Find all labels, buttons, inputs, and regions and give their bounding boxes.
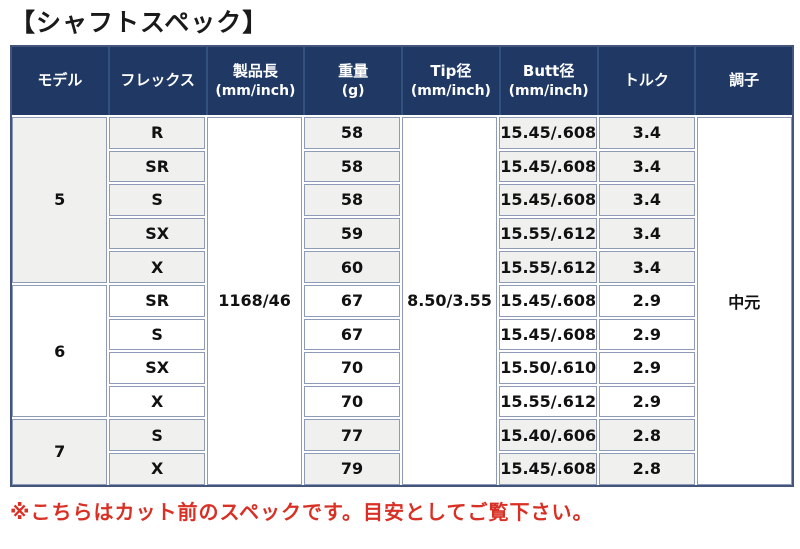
torque-cell: 2.8 [599,452,695,485]
page: 【シャフトスペック】 モデル フレックス 製品長 (mm/inch) 重量 (g… [10,8,794,524]
weight-cell: 59 [304,217,400,250]
weight-cell: 58 [304,150,400,183]
torque-cell: 3.4 [599,184,695,216]
butt-diameter-cell: 15.45/.608 [499,452,598,485]
header-length: 製品長 (mm/inch) [207,47,304,115]
butt-diameter-cell: 15.50/.610 [499,352,598,384]
butt-diameter-cell: 15.40/.606 [499,419,598,451]
torque-cell: 2.8 [599,419,695,451]
butt-diameter-cell: 15.55/.612 [499,217,598,250]
flex-cell: SX [109,217,205,250]
table-body: 5 6 7 1168/46 8.50/3.55 中元 R SR S SX X S… [12,117,792,485]
header-flex-label: フレックス [120,71,195,90]
weight-cell: 70 [304,385,400,418]
flex-cell: S [109,184,205,216]
header-weight-label: 重量 [338,62,369,81]
flex-cell: X [109,251,205,283]
torque-cell: 2.9 [599,385,695,418]
page-title: 【シャフトスペック】 [10,8,269,37]
butt-diameter-cell: 15.45/.608 [499,318,598,351]
weight-cell: 58 [304,184,400,216]
header-kick-label: 調子 [729,71,760,90]
model-cell: 7 [12,419,108,485]
flex-cell: S [109,419,205,451]
weight-cell: 79 [304,452,400,485]
table-header-row: モデル フレックス 製品長 (mm/inch) 重量 (g) Tip径 (mm/… [12,47,792,115]
header-butt-diameter: Butt径 (mm/inch) [500,47,597,115]
torque-cell: 2.9 [599,352,695,384]
weight-cell: 67 [304,318,400,351]
torque-cell: 3.4 [599,150,695,183]
product-length-cell: 1168/46 [206,117,303,485]
header-model-label: モデル [37,71,83,90]
model-cell: 5 [12,117,108,283]
header-length-label: 製品長 [232,62,278,81]
butt-diameter-cell: 15.55/.612 [499,385,598,418]
weight-cell: 58 [304,117,400,149]
torque-cell: 2.9 [599,318,695,351]
butt-diameter-cell: 15.45/.608 [499,150,598,183]
butt-diameter-cell: 15.55/.612 [499,251,598,283]
flex-cell: SR [109,150,205,183]
weight-cell: 77 [304,419,400,451]
flex-cell: SX [109,352,205,384]
butt-diameter-cell: 15.45/.608 [499,284,598,317]
header-tip-diameter: Tip径 (mm/inch) [403,47,499,115]
header-torque: トルク [598,47,695,115]
torque-cell: 3.4 [599,217,695,250]
weight-cell: 67 [304,284,400,317]
header-torque-label: トルク [623,71,669,90]
torque-cell: 3.4 [599,117,695,149]
header-flex: フレックス [109,47,206,115]
shaft-spec-table: モデル フレックス 製品長 (mm/inch) 重量 (g) Tip径 (mm/… [10,45,794,487]
model-cell: 6 [12,284,108,418]
header-weight: 重量 (g) [305,47,401,115]
header-butt-label: Butt径 [522,62,575,81]
header-kick-point: 調子 [696,47,792,115]
torque-cell: 3.4 [599,251,695,283]
header-tip-label: Tip径 [430,62,472,81]
flex-cell: X [109,452,205,485]
footnote: ※こちらはカット前のスペックです。目安としてご覧下さい。 [10,499,594,524]
weight-cell: 60 [304,251,400,283]
flex-cell: SR [109,284,205,317]
torque-cell: 2.9 [599,284,695,317]
butt-diameter-cell: 15.45/.608 [499,117,598,149]
flex-cell: S [109,318,205,351]
flex-cell: X [109,385,205,418]
flex-cell: R [109,117,205,149]
butt-diameter-cell: 15.45/.608 [499,184,598,216]
kick-point-cell: 中元 [696,117,792,485]
tip-diameter-cell: 8.50/3.55 [401,117,498,485]
header-model: モデル [12,47,108,115]
weight-cell: 70 [304,352,400,384]
